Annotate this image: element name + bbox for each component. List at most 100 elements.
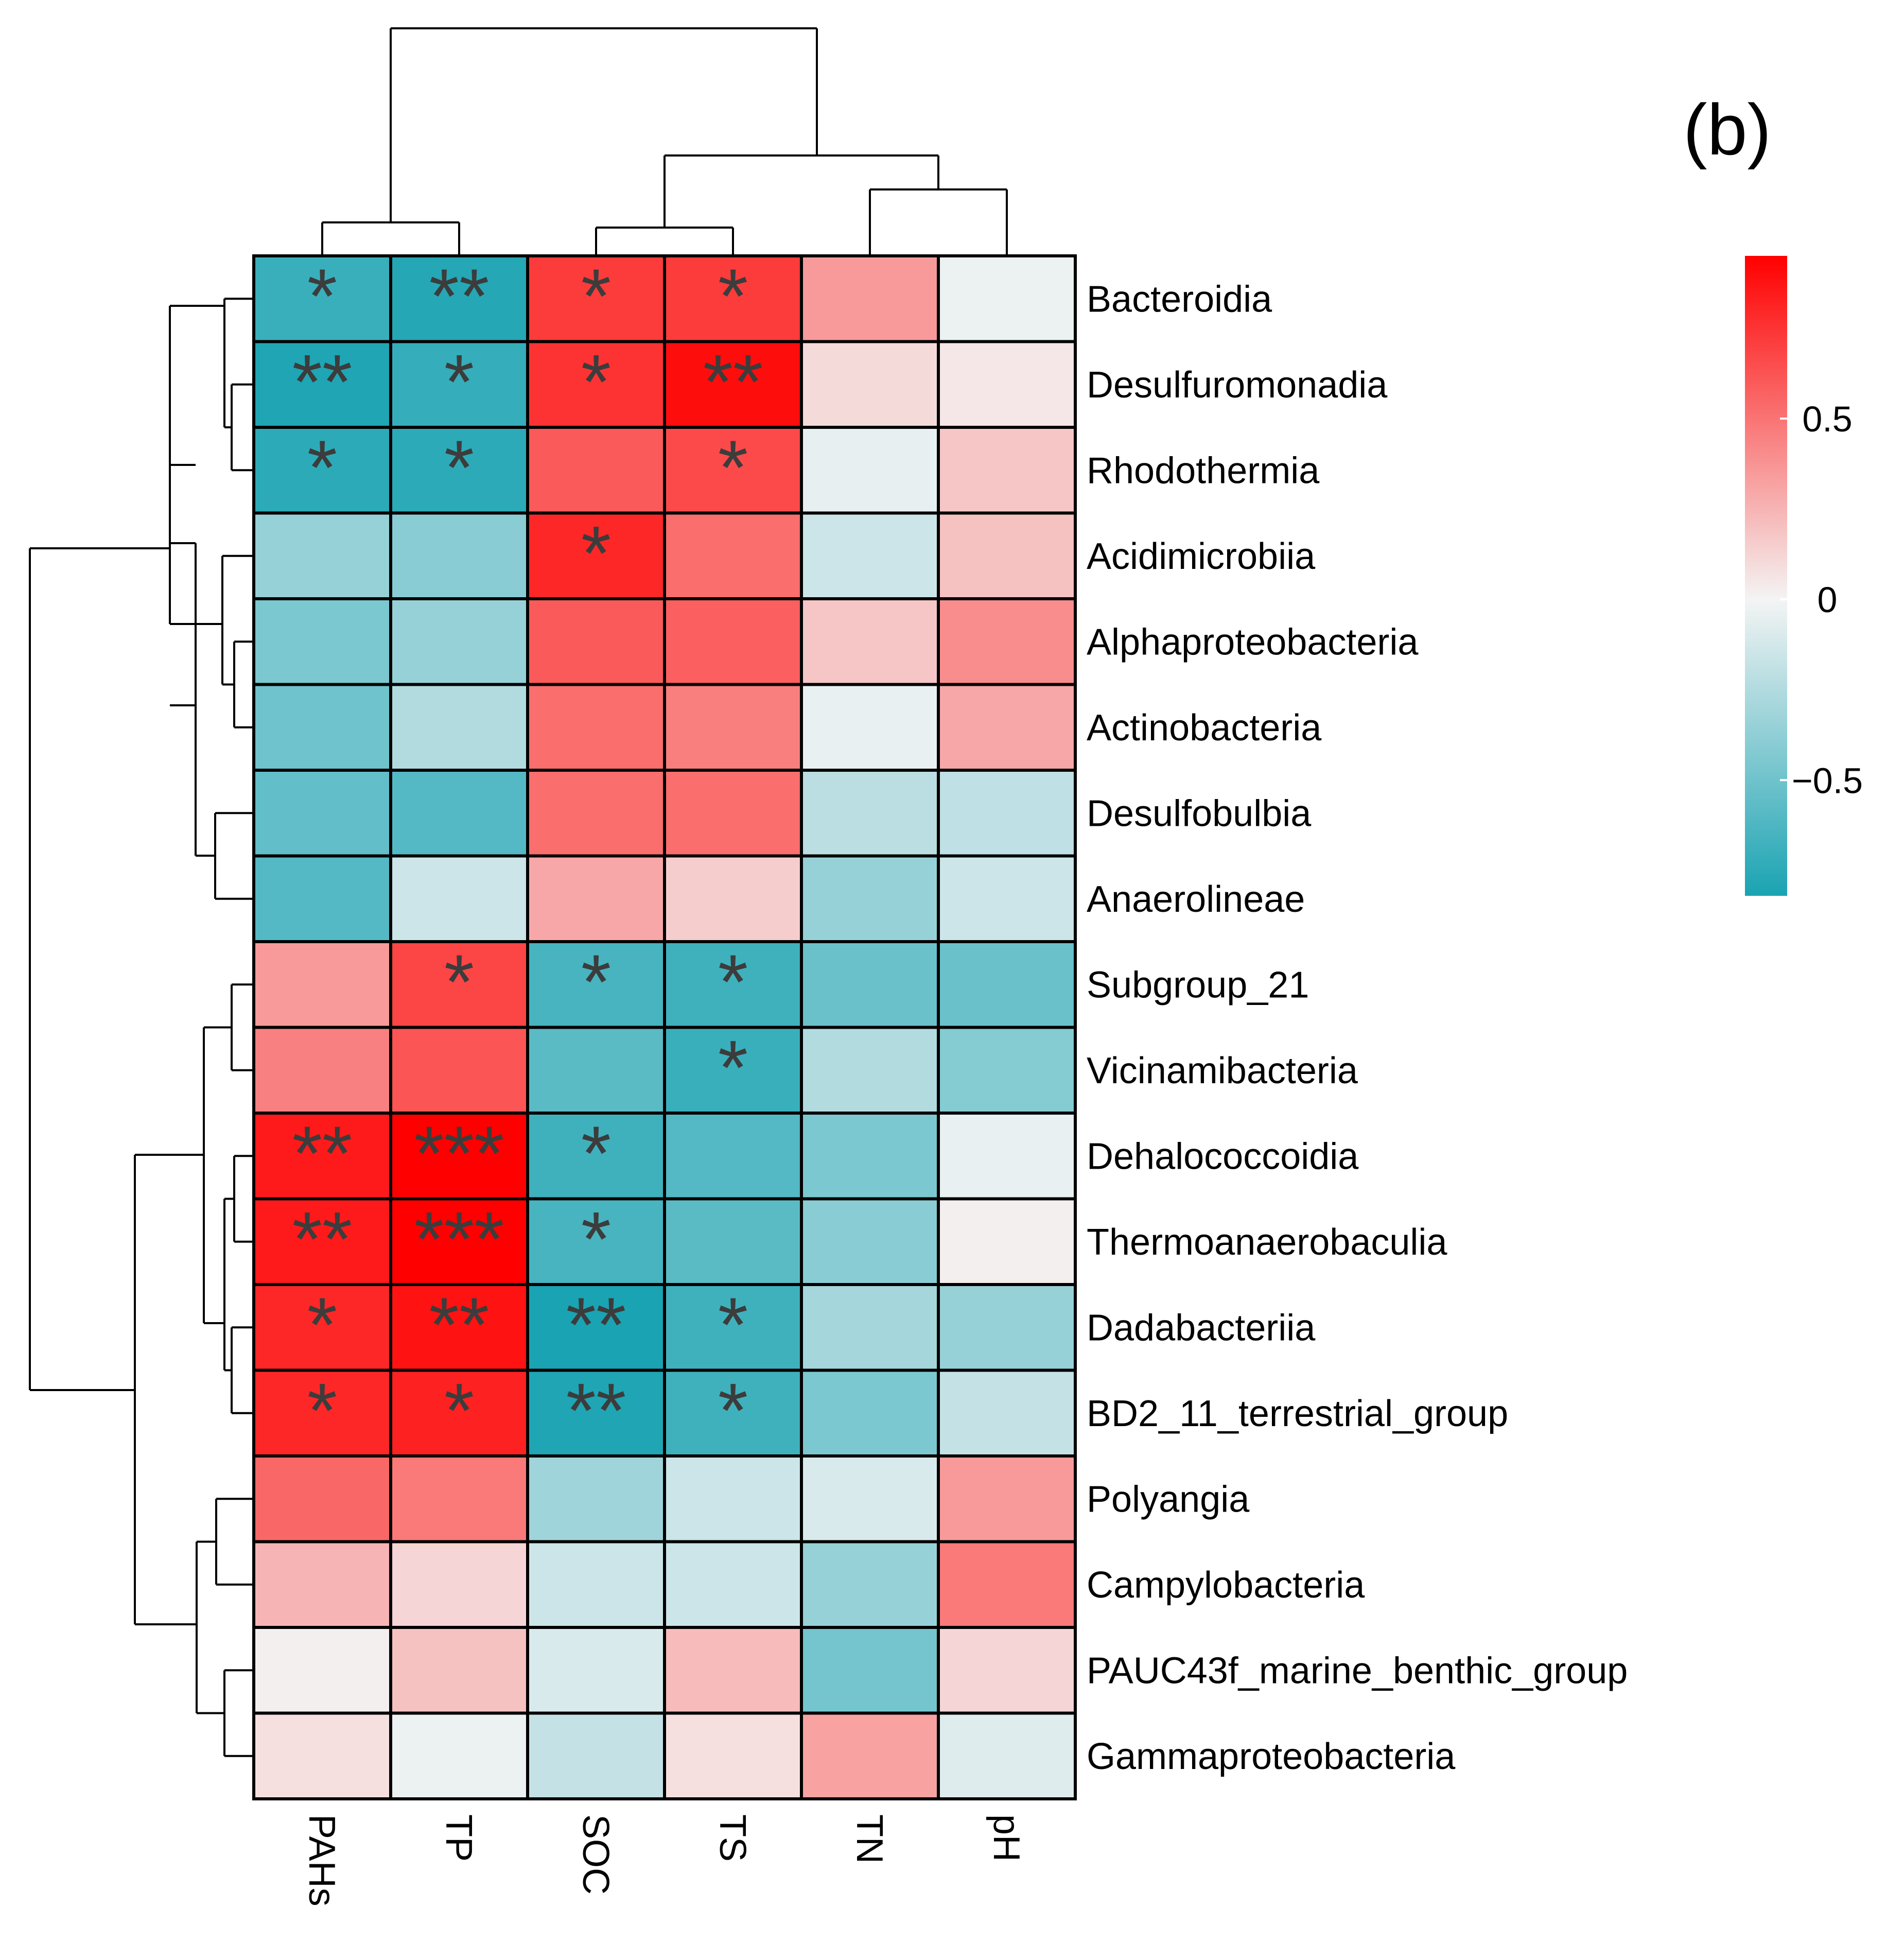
heatmap-cell [800,511,940,600]
column-label: TN [849,1814,890,1864]
heatmap-cell [252,1454,392,1543]
heatmap-cell [663,683,803,772]
heatmap-cell [389,1026,529,1115]
heatmap-cell [252,1626,392,1715]
heatmap-cell [389,597,529,686]
heatmap-cell [663,340,803,429]
heatmap-cell [389,340,529,429]
heatmap-cell [389,683,529,772]
heatmap-cell [663,940,803,1029]
heatmap-cell [800,1540,940,1629]
significance-mark: * [307,1367,337,1453]
significance-mark: *** [414,1110,504,1196]
heatmap-cell [937,511,1077,600]
heatmap-cell [800,854,940,943]
row-label: Gammaproteobacteria [1087,1736,1456,1777]
significance-mark: * [718,939,748,1025]
heatmap-cell [663,854,803,943]
significance-mark: * [307,253,337,339]
panel-label: (b) [1683,89,1771,170]
significance-mark: ** [566,1367,626,1453]
column-dendrogram [321,27,1008,256]
heatmap-cell [252,854,392,943]
column-label: pH [986,1814,1027,1862]
heatmap-cell [526,1368,666,1458]
heatmap-cell [526,854,666,943]
significance-mark: ** [292,1195,353,1282]
significance-mark: * [718,1281,748,1368]
heatmap-cell [389,254,529,343]
heatmap-cell [389,1283,529,1372]
column-label: TP [438,1814,479,1862]
heatmap-cell [663,426,803,515]
row-label: Bacteroidia [1087,279,1272,320]
colorbar-tick-label: −0.5 [1792,760,1863,801]
heatmap-cell [526,426,666,515]
heatmap-cell [252,1540,392,1629]
heatmap-cell [937,1283,1077,1372]
heatmap-cell [800,1711,940,1800]
heatmap-cell [252,511,392,600]
heatmap-cell [663,1711,803,1800]
heatmap-cell [252,683,392,772]
heatmap-cell [937,1711,1077,1800]
row-label: Rhodothermia [1087,450,1320,491]
heatmap-cell [800,683,940,772]
significance-mark: * [444,939,474,1025]
significance-mark: * [581,1195,611,1282]
significance-mark: * [444,338,474,425]
heatmap-cell [937,683,1077,772]
heatmap-cell [526,769,666,858]
row-labels: Bacteroidia Desulfuromonadia Rhodothermia A… [1087,279,1628,1777]
heatmap-cell [663,597,803,686]
heatmap-cell [663,1368,803,1458]
heatmap-cell [526,254,666,343]
significance-mark: * [581,939,611,1025]
row-label: Subgroup_21 [1087,964,1309,1005]
heatmap-cell [663,254,803,343]
heatmap-cell [937,1197,1077,1286]
heatmap-cell [800,597,940,686]
heatmap-cell [937,340,1077,429]
row-label: Dadabacteriia [1087,1307,1316,1348]
heatmap-cell [937,597,1077,686]
significance-mark: ** [566,1281,626,1368]
heatmap-cell [252,1283,392,1372]
heatmap-cell [663,1112,803,1201]
heatmap-cell [937,1026,1077,1115]
significance-mark: ** [292,338,353,425]
significance-mark: * [444,424,474,511]
significance-mark: * [581,338,611,425]
heatmap-cell [937,1626,1077,1715]
heatmap-cell [937,854,1077,943]
heatmap-cell [663,1626,803,1715]
heatmap-cell [937,1454,1077,1543]
heatmap-cell [800,1368,940,1458]
heatmap-cell [800,769,940,858]
significance-mark: * [581,1110,611,1196]
heatmap-cell [663,1197,803,1286]
heatmap-cell [800,1283,940,1372]
heatmap-cells [252,254,1077,1800]
significance-mark: *** [414,1195,504,1282]
heatmap-cell [800,1454,940,1543]
heatmap-cell [937,254,1077,343]
significance-mark: * [581,253,611,339]
colorbar-gradient [1745,256,1787,896]
significance-mark: ** [429,253,490,339]
significance-mark: * [581,510,611,596]
heatmap-cell [389,1540,529,1629]
significance-marks: * ** * *** * * *** * *** * **** *** *** *** ** ** ** ** * *… [292,253,763,1454]
row-label: BD2_11_terrestrial_group [1087,1393,1508,1434]
heatmap-cell [252,426,392,515]
heatmap-cell [389,1454,529,1543]
heatmap-cell [389,1368,529,1458]
row-label: PAUC43f_marine_benthic_group [1087,1650,1628,1691]
heatmap-cell [937,1112,1077,1201]
heatmap-cell [937,940,1077,1029]
significance-mark: * [307,1281,337,1368]
heatmap-cell [526,1540,666,1629]
column-label: PAHs [301,1814,342,1906]
column-label: TS [712,1814,753,1862]
